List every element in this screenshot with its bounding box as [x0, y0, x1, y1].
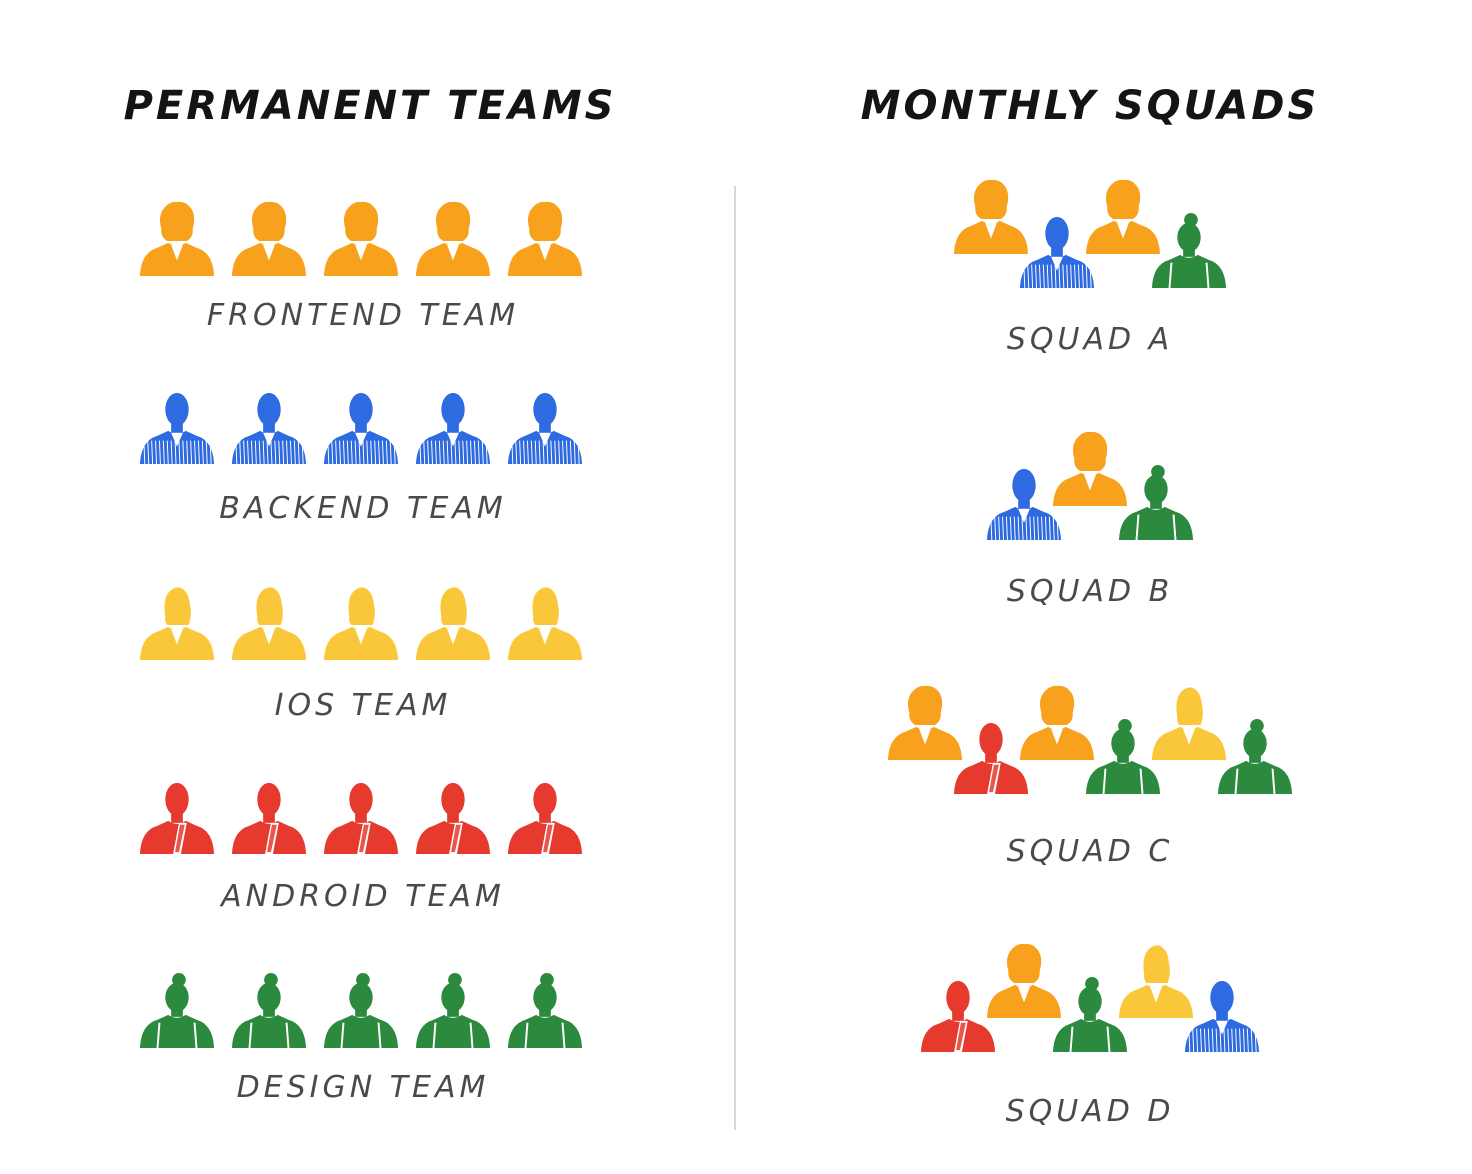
squad-group-b [880, 428, 1300, 558]
squad-label-c: SQUAD C [1006, 834, 1174, 869]
person-striped-shirt-icon [322, 388, 400, 470]
team-label-design: DESIGN TEAM [236, 1070, 490, 1105]
person-striped-shirt-icon [506, 388, 584, 470]
person-bun-suspenders-icon [1051, 976, 1129, 1058]
team-row-backend [138, 388, 588, 470]
person-curly-hair-icon [1051, 430, 1129, 512]
person-ponytail-icon [1117, 942, 1195, 1024]
person-ponytail-icon [506, 584, 584, 666]
person-bun-suspenders-icon [1150, 212, 1228, 294]
person-bun-suspenders-icon [138, 972, 216, 1054]
person-ponytail-icon [414, 584, 492, 666]
squad-group-a [880, 176, 1300, 306]
person-curly-hair-icon [138, 200, 216, 282]
team-row-frontend [138, 200, 588, 282]
person-striped-shirt-icon [138, 388, 216, 470]
squad-group-c [880, 682, 1300, 812]
person-bun-suspenders-icon [1216, 718, 1294, 800]
person-tie-icon [506, 778, 584, 860]
person-tie-icon [919, 976, 997, 1058]
person-curly-hair-icon [506, 200, 584, 282]
squad-label-b: SQUAD B [1006, 574, 1174, 609]
person-tie-icon [414, 778, 492, 860]
person-ponytail-icon [322, 584, 400, 666]
column-divider [734, 186, 736, 1130]
person-ponytail-icon [1150, 684, 1228, 766]
person-bun-suspenders-icon [1084, 718, 1162, 800]
person-bun-suspenders-icon [322, 972, 400, 1054]
person-striped-shirt-icon [414, 388, 492, 470]
person-bun-suspenders-icon [506, 972, 584, 1054]
person-curly-hair-icon [1084, 178, 1162, 260]
person-curly-hair-icon [414, 200, 492, 282]
team-row-design [138, 972, 588, 1054]
person-curly-hair-icon [886, 684, 964, 766]
person-tie-icon [952, 718, 1030, 800]
person-ponytail-icon [138, 584, 216, 666]
squad-label-d: SQUAD D [1005, 1094, 1175, 1129]
person-curly-hair-icon [985, 942, 1063, 1024]
page-heading-monthly-squads: MONTHLY SQUADS [860, 83, 1320, 129]
person-curly-hair-icon [1018, 684, 1096, 766]
person-curly-hair-icon [952, 178, 1030, 260]
person-bun-suspenders-icon [230, 972, 308, 1054]
person-curly-hair-icon [230, 200, 308, 282]
person-striped-shirt-icon [985, 464, 1063, 546]
team-label-backend: BACKEND TEAM [219, 491, 507, 526]
person-tie-icon [230, 778, 308, 860]
person-tie-icon [138, 778, 216, 860]
person-striped-shirt-icon [230, 388, 308, 470]
team-row-android [138, 778, 588, 860]
page-heading-permanent-teams: PERMANENT TEAMS [123, 83, 617, 129]
person-tie-icon [322, 778, 400, 860]
squad-label-a: SQUAD A [1006, 322, 1174, 357]
team-label-frontend: FRONTEND TEAM [206, 298, 520, 333]
person-striped-shirt-icon [1183, 976, 1261, 1058]
person-curly-hair-icon [322, 200, 400, 282]
squad-group-d [880, 940, 1300, 1070]
person-ponytail-icon [230, 584, 308, 666]
person-bun-suspenders-icon [414, 972, 492, 1054]
team-label-android: ANDROID TEAM [221, 879, 505, 914]
person-striped-shirt-icon [1018, 212, 1096, 294]
team-label-ios: IOS TEAM [274, 688, 452, 723]
person-bun-suspenders-icon [1117, 464, 1195, 546]
team-row-ios [138, 584, 588, 666]
